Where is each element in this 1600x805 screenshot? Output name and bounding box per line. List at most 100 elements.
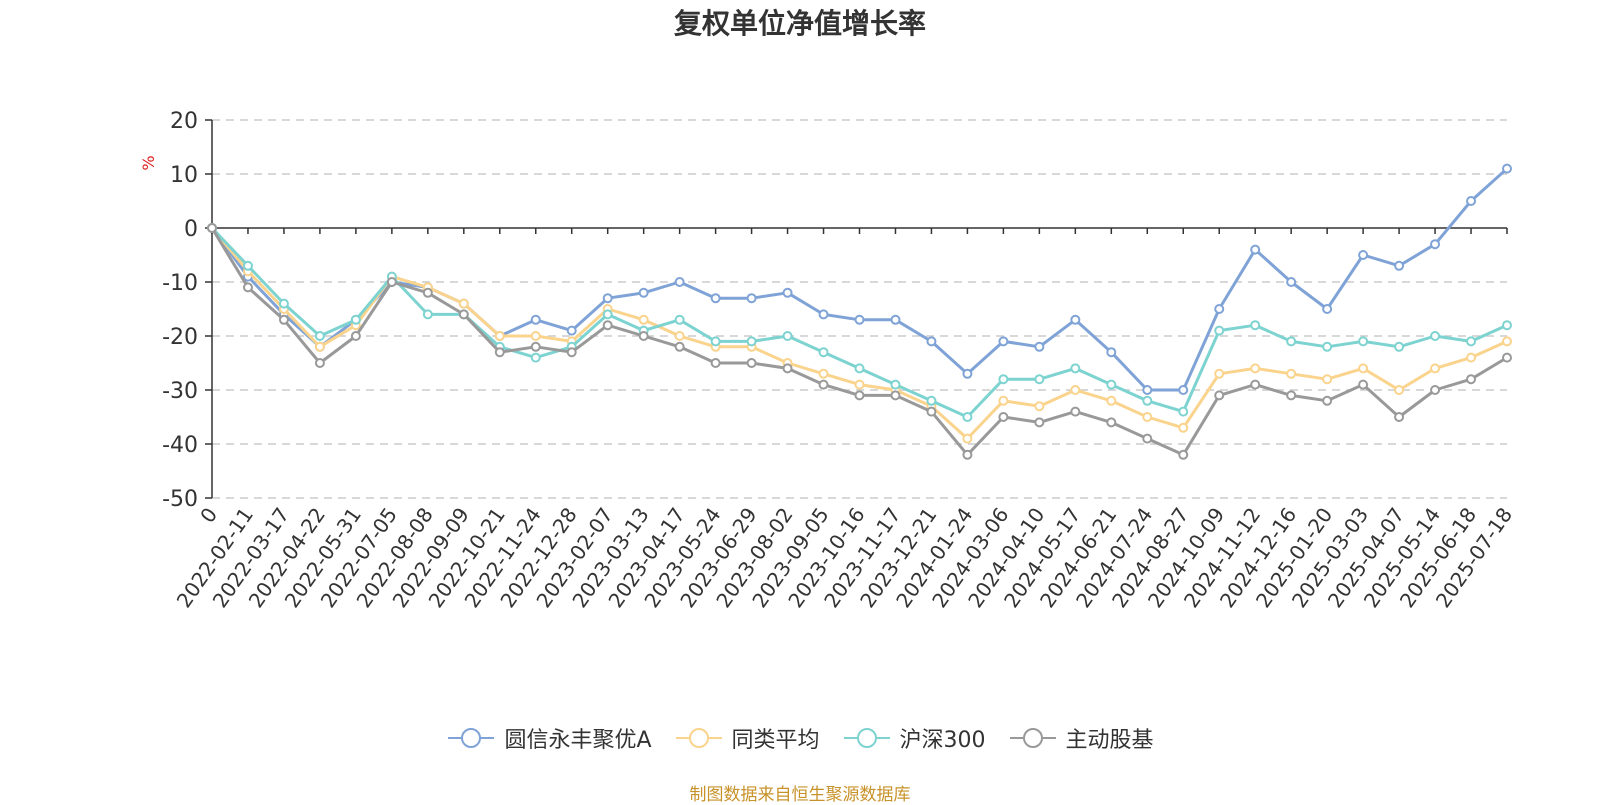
data-point: [386, 277, 397, 287]
data-point: [998, 336, 1009, 347]
data-point: [1034, 401, 1045, 412]
data-point: [638, 314, 649, 325]
data-point: [1430, 239, 1441, 250]
data-point: [1034, 417, 1045, 428]
data-point: [1214, 368, 1225, 379]
data-point: [530, 331, 541, 341]
data-point: [782, 363, 793, 374]
data-point: [746, 293, 757, 304]
series-3: [207, 223, 1512, 460]
data-point: [890, 314, 901, 325]
data-point: [854, 379, 865, 390]
data-point: [1178, 422, 1189, 433]
data-point: [962, 449, 973, 460]
y-tick-label: 20: [170, 109, 198, 134]
data-point: [1070, 385, 1081, 395]
data-point: [674, 331, 685, 341]
data-point: [1322, 304, 1333, 314]
data-point: [962, 412, 973, 422]
data-point: [602, 320, 613, 331]
y-tick-label: -30: [162, 379, 198, 404]
data-point: [638, 331, 649, 341]
data-point: [818, 347, 829, 358]
data-point: [602, 293, 613, 304]
data-point: [422, 309, 433, 320]
data-point: [782, 287, 793, 298]
data-point: [1214, 304, 1225, 314]
data-point: [458, 309, 469, 320]
data-point: [674, 314, 685, 325]
chart-legend: 圆信永丰聚优A 同类平均 沪深300 主动股基: [0, 722, 1600, 754]
data-point: [1394, 412, 1405, 422]
data-point: [1142, 395, 1153, 406]
legend-label: 同类平均: [731, 728, 820, 753]
legend-marker-icon: [843, 728, 890, 748]
data-point: [1286, 336, 1297, 347]
data-point: [1286, 368, 1297, 379]
data-point: [962, 433, 973, 444]
data-point: [530, 341, 541, 352]
data-point: [1502, 336, 1512, 347]
data-point: [1250, 244, 1261, 255]
data-point: [1466, 352, 1477, 363]
data-point: [818, 379, 829, 390]
series-lines: [207, 163, 1512, 460]
data-point: [494, 347, 505, 358]
data-point: [1430, 331, 1441, 341]
data-point: [566, 347, 577, 358]
data-point: [1286, 277, 1297, 287]
legend-marker-icon: [675, 728, 722, 748]
data-point: [1430, 385, 1441, 395]
data-point: [890, 379, 901, 390]
data-point: [1250, 320, 1261, 331]
data-point: [1214, 390, 1225, 401]
data-point: [746, 336, 757, 347]
data-point: [1358, 379, 1369, 390]
data-point: [1502, 163, 1512, 174]
series-line: [210, 167, 1509, 392]
legend-label: 主动股基: [1065, 728, 1154, 753]
data-point: [1466, 374, 1477, 385]
data-point: [422, 287, 433, 298]
series-line: [210, 227, 1508, 457]
data-point: [1142, 433, 1153, 444]
data-point: [1034, 374, 1045, 385]
legend-item[interactable]: 同类平均: [674, 722, 820, 754]
data-point: [998, 374, 1009, 385]
data-point: [926, 406, 937, 417]
y-tick-label: -40: [162, 433, 198, 458]
y-tick-label: -50: [162, 487, 198, 512]
data-point: [278, 298, 289, 309]
data-point: [1250, 379, 1261, 390]
data-point: [1142, 385, 1153, 395]
y-tick-label: -10: [162, 271, 198, 296]
data-point: [1250, 363, 1261, 374]
data-point: [350, 314, 361, 325]
y-tick-label: 0: [184, 217, 198, 242]
data-point: [854, 363, 865, 374]
data-point: [1394, 385, 1405, 395]
data-point: [1466, 196, 1477, 206]
data-point: [1214, 325, 1225, 336]
legend-item[interactable]: 圆信永丰聚优A: [446, 722, 652, 754]
data-point: [314, 341, 325, 352]
data-point: [458, 298, 469, 309]
data-point: [1466, 336, 1477, 347]
data-point: [1106, 379, 1117, 390]
data-point: [1322, 374, 1333, 385]
data-point: [530, 352, 541, 363]
legend-item[interactable]: 主动股基: [1008, 722, 1154, 754]
data-point: [998, 395, 1009, 406]
data-point: [674, 277, 685, 287]
data-point: [710, 293, 721, 304]
data-point: [746, 358, 757, 368]
data-point: [494, 331, 505, 341]
y-axis-label: %: [139, 155, 158, 170]
data-point: [818, 309, 829, 320]
legend-item[interactable]: 沪深300: [842, 722, 986, 754]
data-point: [674, 341, 685, 352]
data-point: [207, 223, 217, 233]
data-point: [998, 412, 1009, 422]
data-point: [1322, 341, 1333, 352]
y-tick-label: 10: [170, 163, 198, 188]
